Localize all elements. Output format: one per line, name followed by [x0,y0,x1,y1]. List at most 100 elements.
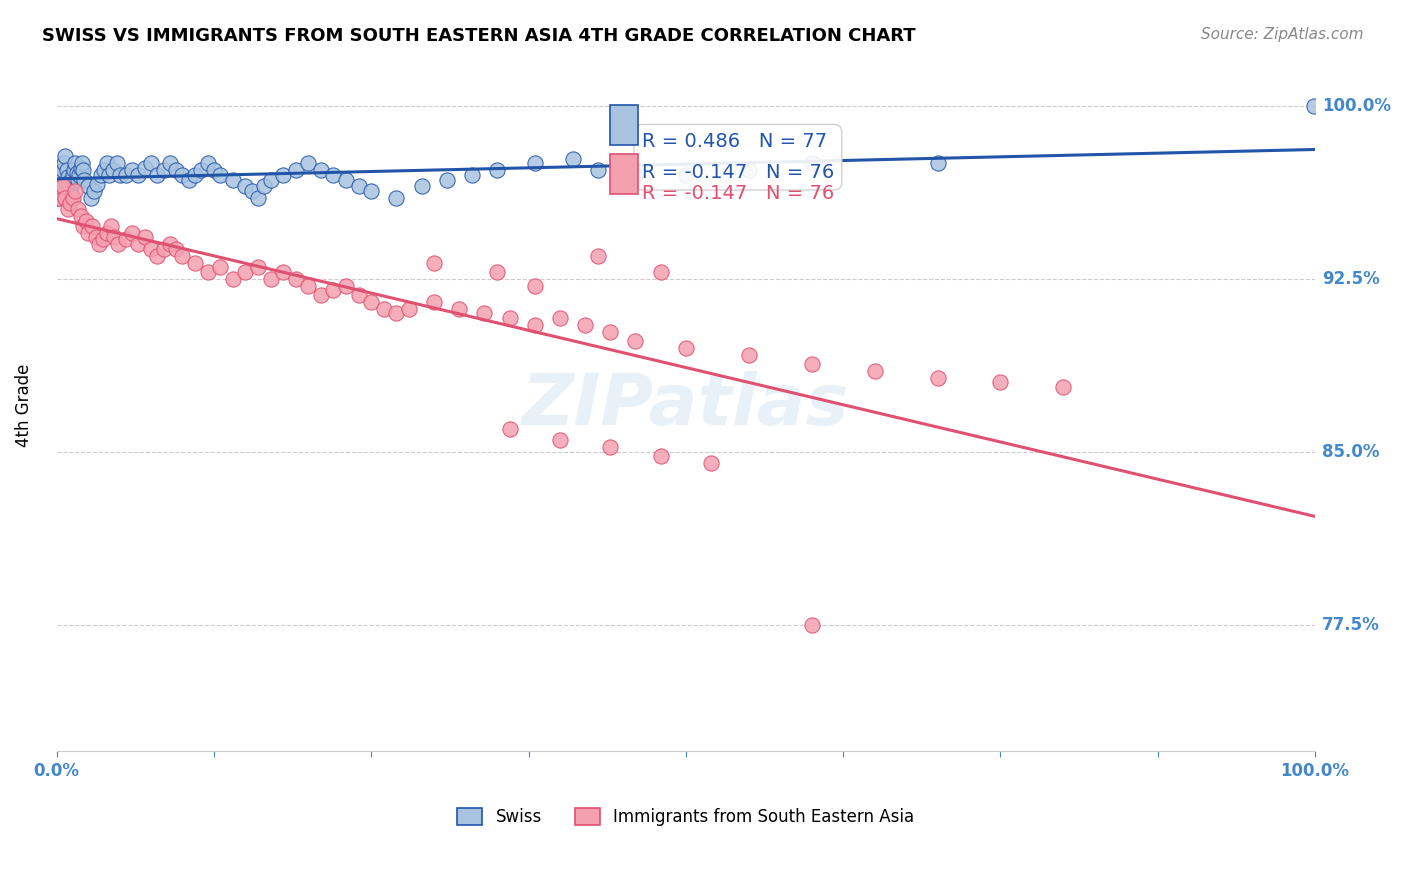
Swiss [246,191,269,205]
Immigrants from South Eastern Asia [96,226,118,240]
Swiss [90,168,112,182]
Immigrants from South Eastern Asia [449,301,471,316]
Immigrants from South Eastern Asia [56,202,79,217]
Immigrants from South Eastern Asia [586,249,609,263]
Swiss [56,170,79,185]
Swiss [360,184,382,198]
Swiss [46,191,69,205]
Swiss [927,156,949,170]
Immigrants from South Eastern Asia [322,283,344,297]
Swiss [1302,99,1324,113]
Immigrants from South Eastern Asia [139,242,162,256]
FancyBboxPatch shape [610,104,638,145]
Immigrants from South Eastern Asia [235,265,257,279]
Swiss [59,184,82,198]
Immigrants from South Eastern Asia [89,237,111,252]
Text: 92.5%: 92.5% [1322,269,1379,287]
Immigrants from South Eastern Asia [80,219,103,233]
Immigrants from South Eastern Asia [75,214,97,228]
Immigrants from South Eastern Asia [127,237,149,252]
Swiss [172,168,194,182]
Immigrants from South Eastern Asia [548,433,571,447]
Swiss [49,172,72,186]
Swiss [411,179,433,194]
Immigrants from South Eastern Asia [927,371,949,385]
Immigrants from South Eastern Asia [159,237,181,252]
Immigrants from South Eastern Asia [398,301,420,316]
Immigrants from South Eastern Asia [209,260,232,274]
Swiss [461,168,484,182]
Immigrants from South Eastern Asia [62,191,84,205]
Swiss [83,184,105,198]
Swiss [385,191,408,205]
Immigrants from South Eastern Asia [675,341,697,355]
Text: 77.5%: 77.5% [1322,615,1379,633]
Immigrants from South Eastern Asia [650,265,672,279]
Swiss [184,168,207,182]
Immigrants from South Eastern Asia [599,325,621,339]
Immigrants from South Eastern Asia [800,357,823,371]
Swiss [347,179,370,194]
Immigrants from South Eastern Asia [523,318,546,332]
Immigrants from South Eastern Asia [700,456,723,470]
Immigrants from South Eastern Asia [297,278,319,293]
Swiss [284,163,307,178]
Swiss [63,163,86,178]
Swiss [297,156,319,170]
Swiss [738,163,761,178]
Swiss [197,156,219,170]
Swiss [52,163,75,178]
Immigrants from South Eastern Asia [1052,380,1074,394]
Immigrants from South Eastern Asia [385,306,408,320]
Immigrants from South Eastern Asia [271,265,294,279]
Swiss [51,168,73,182]
Immigrants from South Eastern Asia [498,421,520,435]
Immigrants from South Eastern Asia [335,278,357,293]
Swiss [72,163,94,178]
Swiss [159,156,181,170]
Text: Source: ZipAtlas.com: Source: ZipAtlas.com [1201,27,1364,42]
Immigrants from South Eastern Asia [423,255,446,269]
Swiss [436,172,458,186]
Swiss [271,168,294,182]
Immigrants from South Eastern Asia [373,301,395,316]
Swiss [96,156,118,170]
Immigrants from South Eastern Asia [574,318,596,332]
Immigrants from South Eastern Asia [107,237,129,252]
Immigrants from South Eastern Asia [77,226,100,240]
Immigrants from South Eastern Asia [284,271,307,285]
Immigrants from South Eastern Asia [738,348,761,362]
Swiss [202,163,225,178]
Immigrants from South Eastern Asia [423,294,446,309]
Immigrants from South Eastern Asia [990,376,1012,390]
Immigrants from South Eastern Asia [347,287,370,301]
Swiss [177,172,200,186]
Immigrants from South Eastern Asia [863,364,886,378]
Swiss [586,163,609,178]
Swiss [48,179,70,194]
Swiss [222,172,245,186]
Text: R = 0.486   N = 77
R = -0.147   N = 76: R = 0.486 N = 77 R = -0.147 N = 76 [641,132,834,182]
Immigrants from South Eastern Asia [246,260,269,274]
Immigrants from South Eastern Asia [146,249,169,263]
Immigrants from South Eastern Asia [259,271,281,285]
Swiss [67,168,90,182]
Swiss [165,163,187,178]
Immigrants from South Eastern Asia [134,230,156,244]
Swiss [55,149,77,163]
Swiss [79,191,101,205]
Swiss [139,156,162,170]
Immigrants from South Eastern Asia [72,219,94,233]
Immigrants from South Eastern Asia [69,210,91,224]
Immigrants from South Eastern Asia [165,242,187,256]
Swiss [66,165,89,179]
Immigrants from South Eastern Asia [55,191,77,205]
Swiss [523,156,546,170]
Text: SWISS VS IMMIGRANTS FROM SOUTH EASTERN ASIA 4TH GRADE CORRELATION CHART: SWISS VS IMMIGRANTS FROM SOUTH EASTERN A… [42,27,915,45]
Text: R = -0.147   N = 76: R = -0.147 N = 76 [641,184,834,203]
Swiss [77,179,100,194]
Swiss [62,168,84,182]
Swiss [69,161,91,175]
Swiss [121,163,143,178]
Immigrants from South Eastern Asia [84,230,107,244]
